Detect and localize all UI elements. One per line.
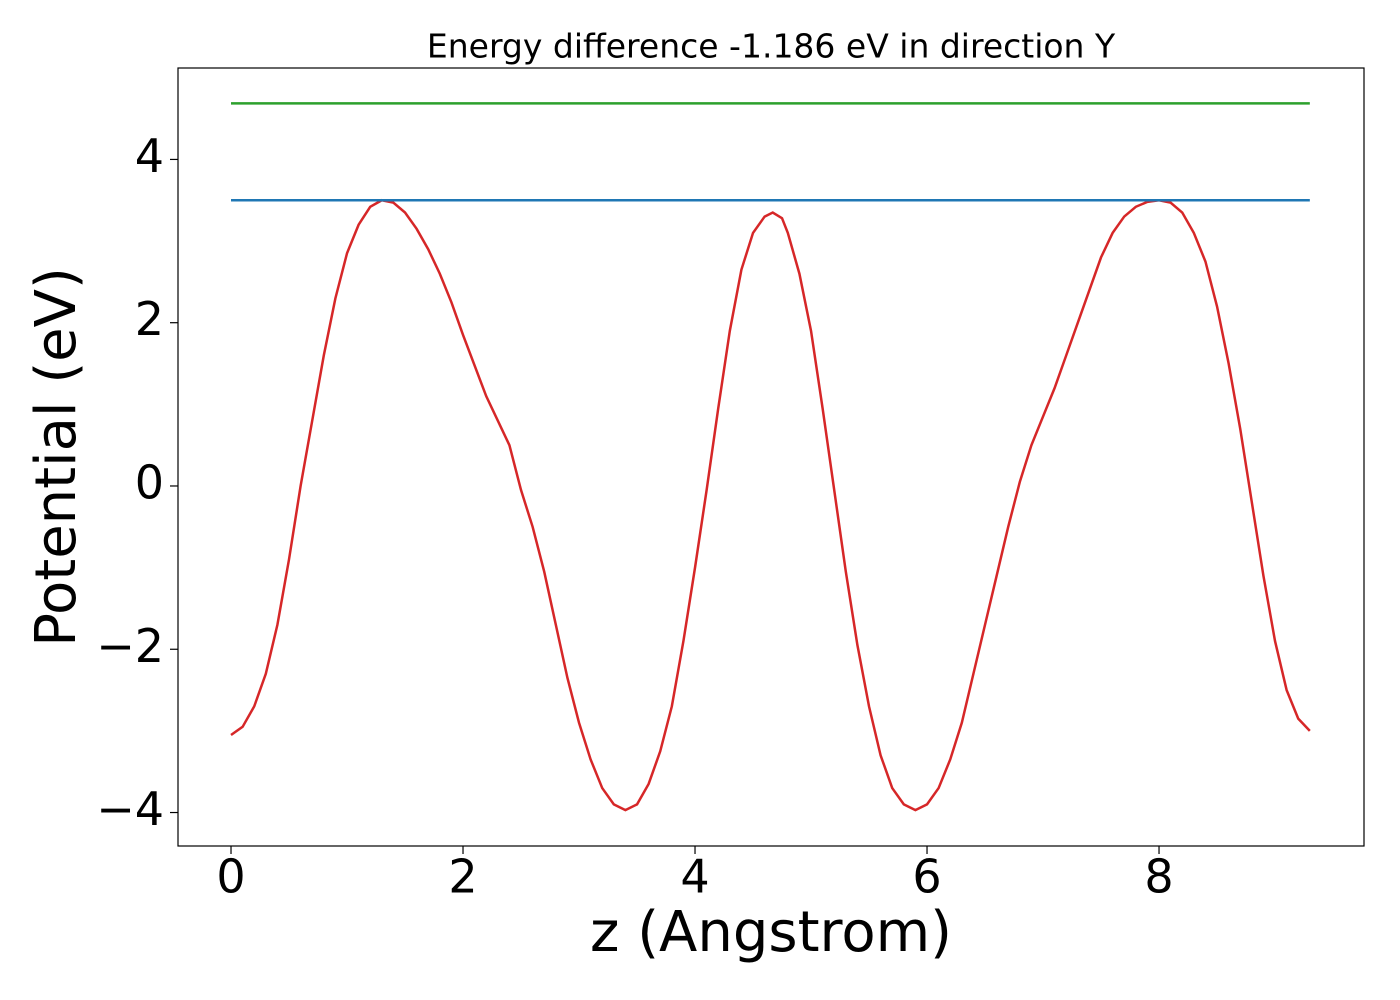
x-tick-label: 0 [216, 850, 245, 904]
x-tick-label: 4 [680, 850, 709, 904]
x-tick-label: 6 [912, 850, 941, 904]
y-tick-label: −2 [96, 619, 164, 673]
y-tick-label: 0 [135, 455, 164, 509]
y-axis-label: Potential (eV) [24, 267, 89, 647]
plot-frame [177, 67, 1365, 847]
y-tick-label: −4 [96, 782, 164, 836]
series-line [230, 198, 1311, 812]
y-tick-label: 2 [135, 292, 164, 346]
x-tick-label: 2 [448, 850, 477, 904]
x-tick-label: 8 [1144, 850, 1173, 904]
x-axis-label: z (Angstrom) [590, 900, 952, 965]
chart-title: Energy difference -1.186 eV in direction… [427, 27, 1116, 66]
y-tick-label: 4 [135, 129, 164, 183]
